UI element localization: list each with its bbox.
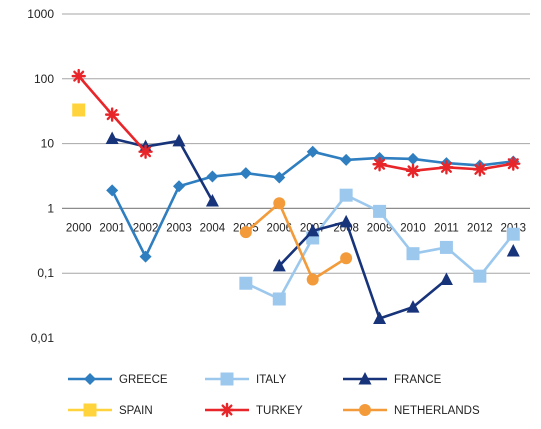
data-point — [359, 404, 371, 416]
x-tick-label: 2003 — [166, 222, 192, 234]
x-axis-ticks: 2000200120022003200420052006200720082009… — [66, 222, 526, 234]
data-point — [239, 276, 253, 290]
legend-item: TURKEY — [205, 402, 303, 418]
x-tick-label: 2006 — [266, 222, 292, 234]
data-point — [138, 144, 153, 159]
data-point — [72, 103, 86, 117]
x-tick-label: 2012 — [467, 222, 493, 234]
series-line — [111, 137, 214, 202]
data-point — [405, 163, 421, 179]
data-point — [205, 194, 219, 207]
data-point — [220, 372, 234, 386]
y-tick-label: 1 — [47, 201, 54, 215]
legend-item: FRANCE — [343, 372, 442, 386]
data-point — [106, 184, 119, 197]
legend: GREECE ITALY FRANCE SPAIN TURKEY NETHERLANDS — [68, 372, 480, 418]
x-tick-label: 2002 — [133, 222, 159, 234]
legend-item: NETHERLANDS — [343, 404, 480, 417]
series-line — [278, 220, 448, 320]
data-point — [339, 214, 353, 228]
legend-item: ITALY — [205, 372, 287, 386]
x-tick-label: 2010 — [400, 222, 426, 234]
series-spain — [72, 103, 86, 117]
data-point — [306, 145, 319, 158]
series-netherlands — [239, 197, 353, 286]
y-tick-label: 1000 — [27, 7, 54, 21]
data-point — [206, 170, 219, 183]
y-tick-label: 0,01 — [31, 331, 55, 345]
x-tick-label: 2011 — [434, 222, 459, 234]
data-point — [219, 402, 235, 418]
data-point — [406, 247, 420, 261]
data-point — [340, 252, 353, 265]
data-point — [306, 273, 319, 286]
series-layer — [71, 68, 521, 324]
data-point — [83, 403, 97, 417]
x-tick-label: 2008 — [333, 222, 359, 234]
y-tick-label: 100 — [34, 72, 54, 86]
series-turkey — [71, 68, 521, 179]
data-point — [172, 133, 186, 147]
x-tick-label: 2001 — [99, 222, 125, 234]
x-tick-label: 2004 — [200, 222, 226, 234]
data-point — [439, 160, 454, 175]
y-tick-label: 0,1 — [37, 266, 54, 280]
data-point — [273, 171, 286, 184]
legend-label: TURKEY — [256, 405, 303, 417]
data-point — [139, 250, 152, 263]
y-tick-label: 10 — [41, 137, 55, 151]
data-point — [239, 226, 252, 239]
data-point — [306, 223, 320, 237]
data-point — [373, 204, 387, 218]
data-point — [239, 167, 252, 180]
data-point — [372, 157, 387, 172]
data-point — [273, 197, 286, 210]
data-point — [407, 152, 419, 165]
data-point — [358, 372, 372, 385]
legend-label: FRANCE — [394, 374, 442, 386]
data-point — [506, 227, 520, 241]
legend-label: ITALY — [256, 374, 287, 386]
data-point — [339, 188, 353, 202]
data-point — [473, 269, 487, 283]
grid-lines — [62, 13, 530, 339]
y-axis-ticks: 1000 100 10 1 0,1 0,01 — [27, 7, 54, 345]
series-line — [245, 201, 347, 281]
data-point — [472, 162, 488, 177]
data-point — [373, 311, 387, 324]
data-point — [340, 153, 353, 166]
legend-label: GREECE — [119, 374, 168, 386]
data-point — [104, 107, 120, 122]
data-point — [84, 373, 96, 385]
data-point — [439, 272, 453, 285]
data-point — [439, 240, 453, 254]
legend-item: SPAIN — [68, 403, 153, 417]
data-point — [71, 68, 86, 84]
data-point — [506, 244, 520, 257]
legend-label: NETHERLANDS — [394, 405, 480, 417]
data-point — [506, 156, 521, 171]
data-point — [272, 258, 286, 272]
data-point — [406, 300, 420, 313]
data-point — [105, 131, 119, 144]
series-greece — [106, 145, 520, 263]
legend-label: SPAIN — [119, 405, 153, 417]
data-point — [272, 292, 286, 306]
x-tick-label: 2000 — [66, 222, 92, 234]
series-italy — [239, 188, 520, 306]
legend-item: GREECE — [68, 373, 168, 386]
x-tick-label: 2009 — [367, 222, 393, 234]
data-point — [173, 180, 185, 193]
